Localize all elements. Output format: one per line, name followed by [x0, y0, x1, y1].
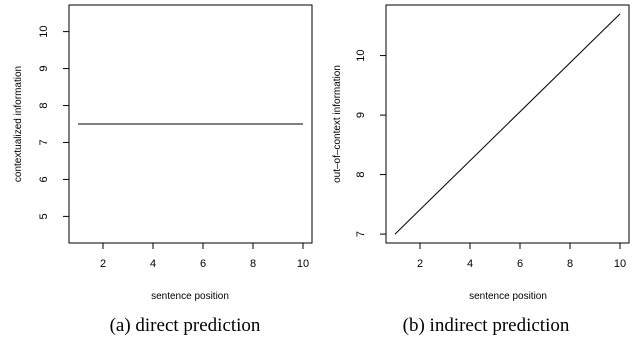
- panel-b-plot-frame: [385, 4, 630, 244]
- panel-b-x-tick-label: 10: [614, 258, 626, 270]
- panel-a-x-tick-label: 6: [200, 258, 206, 270]
- panel-b-series-line: [394, 13, 621, 235]
- panel-a-y-tick-label: 10: [38, 25, 50, 37]
- panel-a-x-axis-label: sentence position: [151, 291, 229, 302]
- panel-b-y-axis-label: out–of–context information: [332, 65, 343, 183]
- panel-b-x-tick-label: 8: [567, 258, 573, 270]
- panel-a-y-tick-label: 6: [38, 176, 50, 182]
- panel-a-y-tick-label: 8: [38, 102, 50, 108]
- panel-a-x-tick-label: 4: [150, 258, 156, 270]
- panel-a-caption: (a) direct prediction: [110, 315, 261, 336]
- panel-a-y-tick-label: 7: [38, 139, 50, 145]
- panel-a-y-tick-label: 5: [38, 213, 50, 219]
- panel-a-x-ticks: 2 4 6 8 10: [100, 243, 309, 270]
- panel-b-y-tick-label: 8: [355, 172, 367, 178]
- panel-b-y-tick-label: 10: [355, 49, 367, 61]
- panel-b-y-ticks: 7 8 9 10: [355, 49, 386, 237]
- panel-b-y-tick-label: 9: [355, 112, 367, 118]
- panel-a-y-axis-label: contextualized information: [13, 66, 24, 182]
- panel-b-caption: (b) indirect prediction: [403, 315, 570, 336]
- panel-a-y-tick-label: 9: [38, 66, 50, 72]
- panel-a: 2 4 6 8 10 5 6 7 8 9 10 sentence position context…: [13, 4, 313, 336]
- panel-b-x-tick-label: 6: [517, 258, 523, 270]
- panel-b-x-ticks: 2 4 6 8 10: [417, 243, 626, 270]
- panel-b-y-tick-label: 7: [355, 231, 367, 237]
- panel-a-y-ticks: 5 6 7 8 9 10: [38, 25, 69, 219]
- panel-b: 2 4 6 8 10 7 8 9 10 sentence position out–of–co…: [332, 4, 630, 336]
- panel-a-x-tick-label: 2: [100, 258, 106, 270]
- panel-b-x-tick-label: 2: [417, 258, 423, 270]
- panel-b-x-axis-label: sentence position: [469, 291, 547, 302]
- panel-b-x-tick-label: 4: [467, 258, 473, 270]
- panel-a-x-tick-label: 10: [297, 258, 309, 270]
- panel-a-plot-frame: [68, 4, 313, 244]
- panel-a-x-tick-label: 8: [250, 258, 256, 270]
